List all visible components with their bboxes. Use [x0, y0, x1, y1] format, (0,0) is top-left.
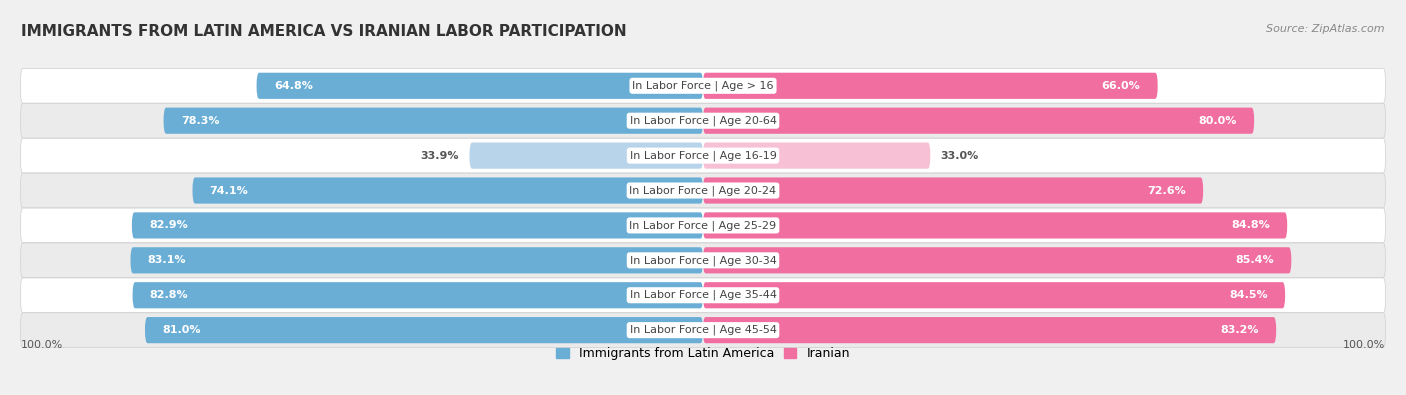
Text: 78.3%: 78.3% — [181, 116, 219, 126]
Text: 82.8%: 82.8% — [150, 290, 188, 300]
FancyBboxPatch shape — [193, 177, 703, 203]
Text: 83.1%: 83.1% — [148, 255, 186, 265]
Text: 100.0%: 100.0% — [21, 340, 63, 350]
Text: 85.4%: 85.4% — [1236, 255, 1274, 265]
FancyBboxPatch shape — [132, 282, 703, 308]
Text: In Labor Force | Age 20-64: In Labor Force | Age 20-64 — [630, 115, 776, 126]
FancyBboxPatch shape — [21, 68, 1385, 103]
Text: In Labor Force | Age 16-19: In Labor Force | Age 16-19 — [630, 150, 776, 161]
FancyBboxPatch shape — [703, 177, 1204, 203]
Text: In Labor Force | Age 20-24: In Labor Force | Age 20-24 — [630, 185, 776, 196]
FancyBboxPatch shape — [703, 213, 1288, 239]
Text: IMMIGRANTS FROM LATIN AMERICA VS IRANIAN LABOR PARTICIPATION: IMMIGRANTS FROM LATIN AMERICA VS IRANIAN… — [21, 24, 627, 39]
FancyBboxPatch shape — [256, 73, 703, 99]
FancyBboxPatch shape — [470, 143, 703, 169]
Text: In Labor Force | Age 45-54: In Labor Force | Age 45-54 — [630, 325, 776, 335]
Text: 83.2%: 83.2% — [1220, 325, 1258, 335]
Text: 33.9%: 33.9% — [420, 150, 460, 161]
Text: In Labor Force | Age 30-34: In Labor Force | Age 30-34 — [630, 255, 776, 265]
FancyBboxPatch shape — [703, 143, 931, 169]
Text: 81.0%: 81.0% — [162, 325, 201, 335]
Text: In Labor Force | Age 35-44: In Labor Force | Age 35-44 — [630, 290, 776, 301]
FancyBboxPatch shape — [703, 282, 1285, 308]
Text: In Labor Force | Age 25-29: In Labor Force | Age 25-29 — [630, 220, 776, 231]
Text: 80.0%: 80.0% — [1198, 116, 1237, 126]
FancyBboxPatch shape — [21, 103, 1385, 138]
Text: 100.0%: 100.0% — [1343, 340, 1385, 350]
FancyBboxPatch shape — [145, 317, 703, 343]
FancyBboxPatch shape — [703, 317, 1277, 343]
Legend: Immigrants from Latin America, Iranian: Immigrants from Latin America, Iranian — [551, 342, 855, 365]
FancyBboxPatch shape — [703, 107, 1254, 134]
FancyBboxPatch shape — [131, 247, 703, 273]
FancyBboxPatch shape — [21, 208, 1385, 243]
Text: 74.1%: 74.1% — [209, 186, 249, 196]
FancyBboxPatch shape — [703, 247, 1291, 273]
Text: 82.9%: 82.9% — [149, 220, 188, 230]
Text: 33.0%: 33.0% — [941, 150, 979, 161]
FancyBboxPatch shape — [21, 243, 1385, 278]
Text: 84.8%: 84.8% — [1232, 220, 1270, 230]
Text: 72.6%: 72.6% — [1147, 186, 1185, 196]
Text: 64.8%: 64.8% — [274, 81, 312, 91]
Text: 84.5%: 84.5% — [1229, 290, 1268, 300]
FancyBboxPatch shape — [21, 313, 1385, 348]
FancyBboxPatch shape — [21, 173, 1385, 208]
Text: 66.0%: 66.0% — [1102, 81, 1140, 91]
FancyBboxPatch shape — [163, 107, 703, 134]
FancyBboxPatch shape — [703, 73, 1157, 99]
FancyBboxPatch shape — [132, 213, 703, 239]
FancyBboxPatch shape — [21, 138, 1385, 173]
Text: Source: ZipAtlas.com: Source: ZipAtlas.com — [1267, 24, 1385, 34]
FancyBboxPatch shape — [21, 278, 1385, 312]
Text: In Labor Force | Age > 16: In Labor Force | Age > 16 — [633, 81, 773, 91]
